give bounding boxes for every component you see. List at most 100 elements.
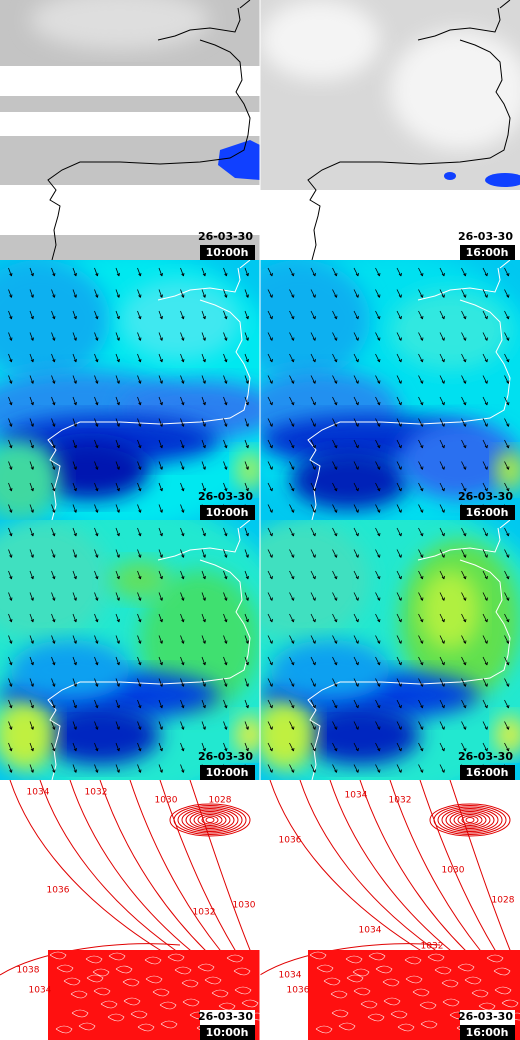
wind-arrow xyxy=(137,570,142,580)
wind-arrow xyxy=(439,461,445,470)
wind-arrow xyxy=(439,635,445,644)
wind-arrow xyxy=(115,504,120,513)
wind-arrow xyxy=(137,592,142,601)
wind-arrow xyxy=(223,721,228,730)
wind-arrow xyxy=(244,332,249,341)
wind-arrow xyxy=(504,375,510,384)
wind-arrow xyxy=(396,267,402,277)
wind-arrow xyxy=(29,418,34,427)
wind-arrow xyxy=(482,613,488,623)
wind-arrow xyxy=(504,418,510,427)
wind-arrow xyxy=(375,549,381,558)
isobar xyxy=(352,968,370,977)
wind-arrow xyxy=(94,310,99,320)
cloud xyxy=(390,30,520,150)
wind-arrow xyxy=(289,635,295,644)
wind-arrow xyxy=(439,504,445,513)
wind-speed-area xyxy=(495,715,520,755)
wind-arrow xyxy=(375,418,381,427)
wind-arrow xyxy=(94,678,99,687)
wind-arrow xyxy=(158,635,163,644)
wind-arrow xyxy=(375,461,381,470)
wind-arrow xyxy=(94,721,99,730)
wind-arrow xyxy=(267,721,273,730)
wind-arrow xyxy=(504,482,510,492)
wind-arrow xyxy=(267,699,273,709)
wind-arrow xyxy=(115,570,120,580)
wind-arrow xyxy=(418,375,424,384)
wind-arrow xyxy=(396,678,402,687)
time-label: 10:00h xyxy=(206,506,249,519)
date-label: 26-03-30 xyxy=(458,230,513,243)
wind-arrow xyxy=(72,396,77,406)
wind-arrow xyxy=(72,289,77,298)
wind-arrow xyxy=(51,549,56,558)
wind-arrow xyxy=(461,570,467,580)
wind-arrow xyxy=(504,592,510,601)
wind-arrow xyxy=(396,549,402,558)
wind-arrow xyxy=(72,439,77,449)
wind-arrow xyxy=(375,289,381,298)
wind-arrow xyxy=(158,461,163,470)
wind-arrow xyxy=(244,721,249,730)
wind-arrow xyxy=(51,527,56,537)
wind-arrow xyxy=(439,353,445,363)
wind-arrow xyxy=(289,310,295,320)
wind-arrow xyxy=(8,482,13,492)
wind-arrow xyxy=(267,439,273,449)
wind-arrow xyxy=(289,549,295,558)
wind-arrow xyxy=(310,570,316,580)
isobar xyxy=(85,955,103,964)
wind-arrow xyxy=(244,289,249,298)
wind-arrow xyxy=(201,613,206,623)
wind-arrow xyxy=(289,699,295,709)
wind-arrow xyxy=(289,764,295,773)
wind-arrow xyxy=(375,332,381,341)
wind-arrow xyxy=(418,289,424,298)
no-data-band xyxy=(0,112,260,136)
wind-arrow xyxy=(158,353,163,363)
wind-speed-area xyxy=(260,260,370,380)
wind-arrow xyxy=(115,418,120,427)
wind-arrow xyxy=(180,527,185,537)
isobar xyxy=(92,968,110,977)
wind-speed-area xyxy=(300,705,420,765)
time-label: 16:00h xyxy=(466,246,509,259)
wind-arrow xyxy=(29,570,34,580)
wind-arrow xyxy=(29,742,34,752)
wind-arrow xyxy=(482,721,488,730)
isobar xyxy=(55,1025,73,1034)
wind-arrow xyxy=(29,678,34,687)
wind-arrow xyxy=(418,461,424,470)
wind-arrow xyxy=(396,332,402,341)
wind-arrow xyxy=(375,656,381,666)
isobar xyxy=(382,978,400,987)
wind-arrow xyxy=(8,742,13,752)
wind-speed-area xyxy=(120,280,240,360)
isobar xyxy=(375,965,393,974)
wind-arrow xyxy=(461,527,467,537)
wind-arrow xyxy=(51,721,56,730)
wind-speed-area xyxy=(40,705,160,765)
wind-arrow xyxy=(461,549,467,558)
wind-arrow xyxy=(375,310,381,320)
wind-arrow xyxy=(94,353,99,363)
wind-arrow xyxy=(94,439,99,449)
precip xyxy=(218,140,260,180)
wind-arrow xyxy=(51,570,56,580)
wind-arrow xyxy=(72,742,77,752)
wind-arrow xyxy=(439,418,445,427)
wind-arrow xyxy=(375,396,381,406)
wind-arrow xyxy=(332,635,338,644)
isobar-label: 1032 xyxy=(389,796,412,806)
wind-arrow xyxy=(310,764,316,773)
wind-arrow xyxy=(72,699,77,709)
isobar xyxy=(338,1022,356,1031)
wind-arrow xyxy=(8,656,13,666)
wind-arrow xyxy=(310,461,316,470)
wind-arrow xyxy=(51,678,56,687)
wind-arrow xyxy=(396,353,402,363)
wind-arrow xyxy=(115,656,120,666)
isobar xyxy=(115,965,133,974)
wind-arrow xyxy=(137,332,142,341)
